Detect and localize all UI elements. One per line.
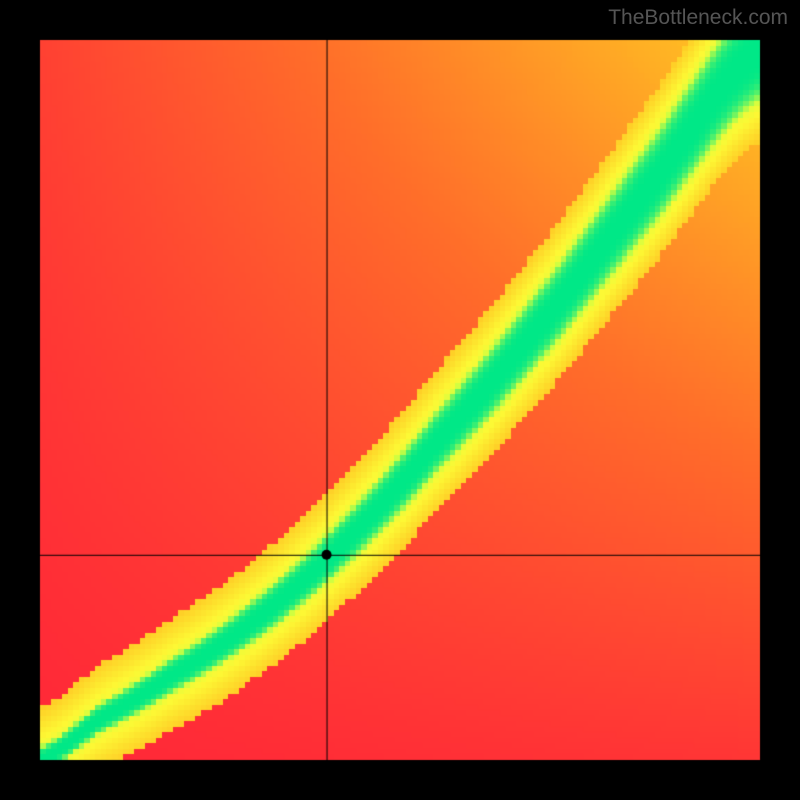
heatmap-canvas [0, 0, 800, 800]
chart-container: TheBottleneck.com [0, 0, 800, 800]
watermark-text: TheBottleneck.com [608, 6, 788, 30]
